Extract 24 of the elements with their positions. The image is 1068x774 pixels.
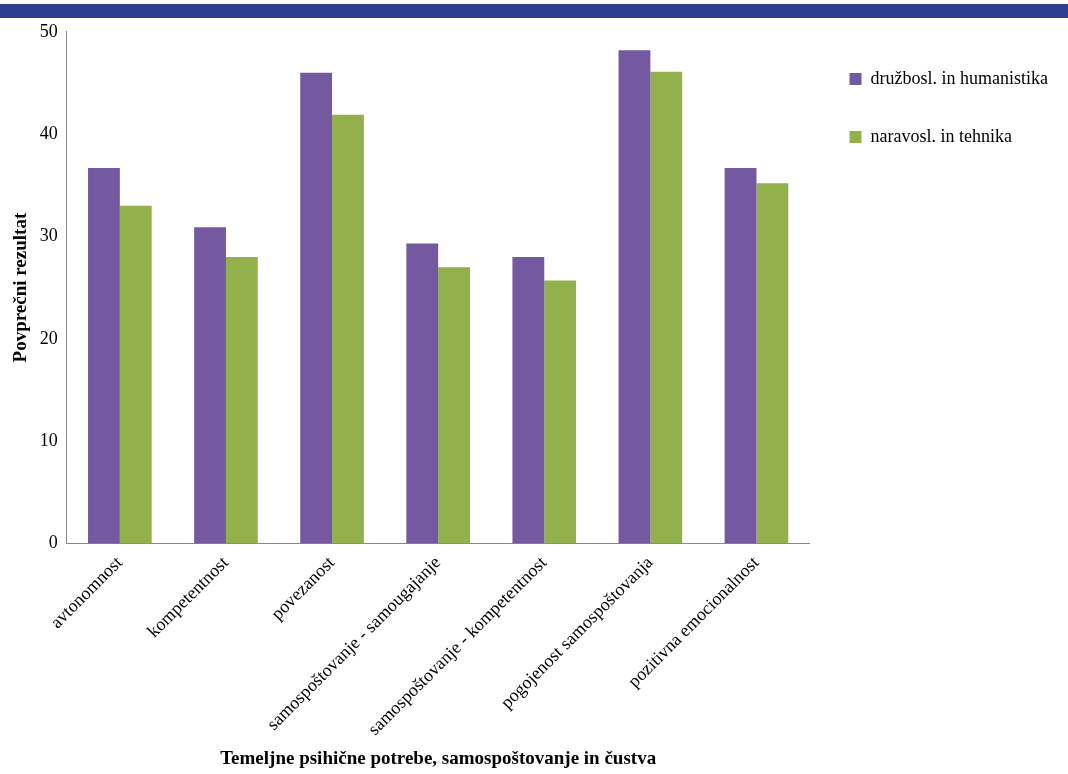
y-tick-label: 20 [39, 327, 58, 348]
legend-label: družbosl. in humanistika [870, 67, 1049, 88]
bar [618, 50, 651, 544]
bar [332, 114, 364, 544]
y-tick-label: 50 [39, 20, 58, 41]
bar [512, 256, 545, 544]
y-tick-label: 40 [39, 122, 58, 143]
y-tick-label: 10 [39, 429, 58, 450]
bar [225, 256, 258, 544]
bar [406, 243, 439, 544]
bar [300, 72, 333, 544]
bar [438, 267, 470, 544]
bar [544, 280, 577, 544]
legend-label: naravosl. in tehnika [870, 125, 1012, 146]
x-axis-title: Temeljne psihične potrebe, samospoštovanje in čustva [220, 746, 657, 768]
y-axis-title: Povprečni rezultat [9, 212, 31, 363]
bar [194, 227, 226, 544]
bar [650, 71, 683, 544]
bar [88, 167, 120, 544]
y-tick-label: 30 [39, 225, 58, 246]
bar [724, 167, 757, 544]
bar [119, 205, 152, 544]
y-tick-label: 0 [48, 532, 58, 553]
bar [756, 183, 789, 544]
